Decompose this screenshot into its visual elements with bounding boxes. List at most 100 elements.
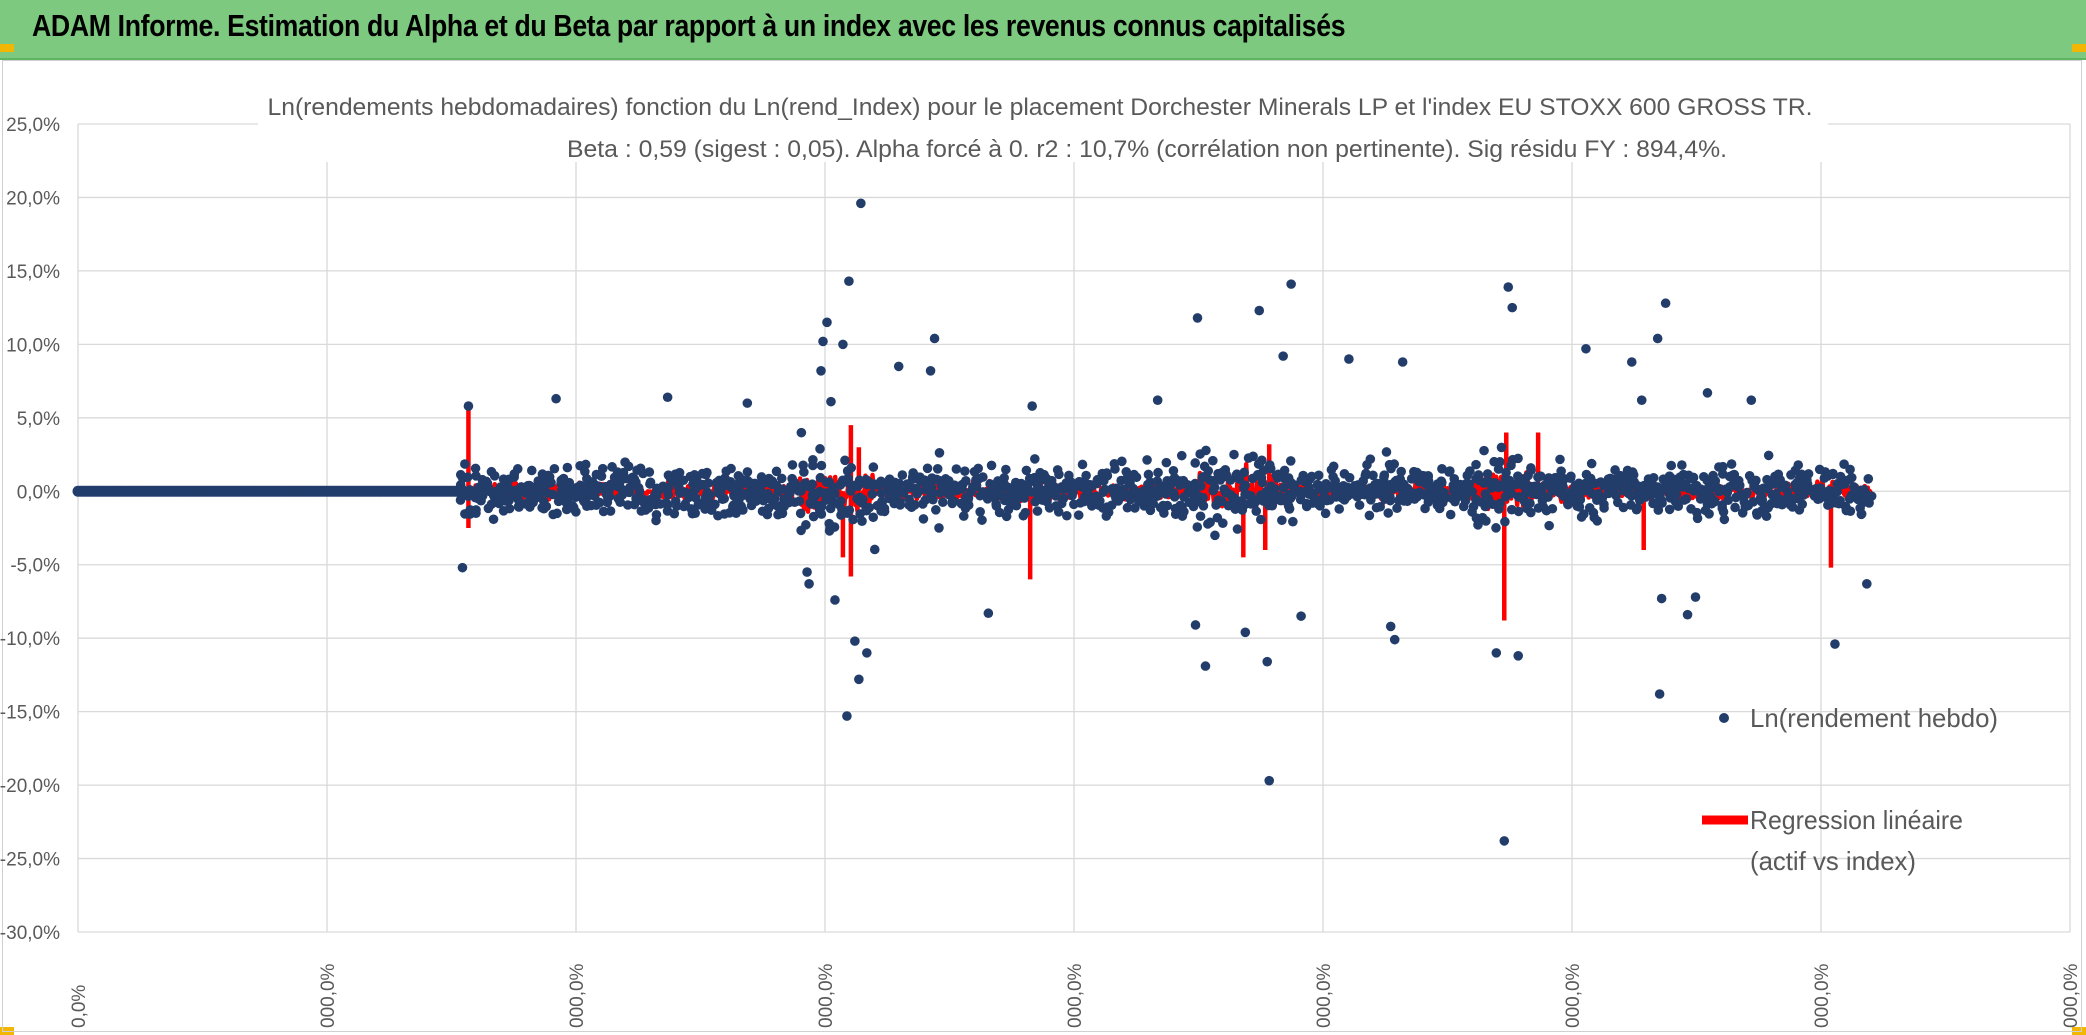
- data-point: [1648, 472, 1659, 483]
- data-point: [1777, 499, 1787, 510]
- data-point: [846, 462, 857, 473]
- data-point: [1681, 494, 1692, 504]
- data-point: [476, 495, 486, 506]
- data-point: [1586, 458, 1597, 469]
- data-point: [1265, 463, 1276, 474]
- data-point: [1482, 469, 1493, 479]
- data-point: [799, 467, 809, 477]
- data-point: [1702, 388, 1713, 398]
- data-point: [836, 496, 846, 506]
- y-tick-label: -25,0%: [0, 850, 60, 871]
- data-point: [934, 523, 944, 533]
- data-point: [1240, 480, 1251, 490]
- data-point: [975, 507, 985, 517]
- data-point: [1020, 507, 1031, 518]
- data-point: [674, 467, 685, 478]
- data-point: [457, 562, 468, 573]
- data-point: [931, 505, 941, 515]
- data-point: [844, 505, 855, 516]
- data-point: [662, 392, 673, 403]
- data-point: [1153, 467, 1163, 478]
- data-point: [1229, 449, 1239, 460]
- data-point: [1845, 464, 1855, 475]
- data-point: [1496, 442, 1507, 453]
- data-point: [829, 522, 840, 532]
- data-point: [1802, 479, 1813, 489]
- data-point: [938, 497, 948, 508]
- data-point: [1730, 502, 1740, 513]
- data-point: [1285, 456, 1296, 466]
- data-point: [1863, 474, 1874, 484]
- data-point: [512, 464, 523, 474]
- data-point: [1277, 515, 1287, 526]
- data-point: [1081, 470, 1091, 481]
- data-point: [1763, 450, 1774, 461]
- data-point: [1344, 472, 1355, 483]
- data-point: [1358, 476, 1368, 486]
- data-point: [840, 455, 850, 466]
- data-point: [1671, 489, 1682, 499]
- data-point: [862, 648, 872, 658]
- data-point: [1722, 487, 1733, 498]
- data-point: [1797, 499, 1808, 509]
- data-point: [1334, 504, 1345, 514]
- data-point: [1473, 520, 1483, 530]
- data-point: [844, 276, 854, 286]
- data-point: [1255, 514, 1266, 525]
- data-point: [1389, 634, 1400, 645]
- data-point: [1718, 461, 1728, 472]
- data-point: [999, 473, 1009, 483]
- data-point: [1198, 500, 1209, 511]
- data-point: [795, 508, 806, 519]
- data-point: [547, 489, 558, 500]
- data-point: [539, 503, 549, 514]
- data-point: [1445, 509, 1456, 520]
- data-point: [706, 505, 717, 516]
- chart-frame: [2, 60, 2082, 1032]
- data-point: [1493, 464, 1504, 474]
- data-point: [1480, 489, 1491, 499]
- data-point: [787, 460, 798, 470]
- data-point: [598, 506, 609, 517]
- data-point: [1845, 474, 1855, 485]
- data-point: [1385, 492, 1395, 502]
- data-point: [457, 484, 468, 495]
- data-point: [973, 463, 984, 474]
- data-point: [986, 460, 997, 471]
- data-point: [1513, 506, 1524, 517]
- data-point: [929, 333, 940, 344]
- data-point: [1209, 482, 1220, 493]
- data-point: [771, 466, 782, 477]
- data-point: [1019, 493, 1030, 503]
- data-point: [1828, 468, 1838, 479]
- data-point: [1504, 475, 1515, 486]
- y-tick-label: -5,0%: [10, 556, 60, 577]
- data-point: [789, 478, 800, 488]
- axis-labels: 25,0% 20,0% 15,0% 10,0% 5,0% 0,0% -5,0% -10,0% -…: [0, 115, 2082, 1028]
- data-point: [1087, 501, 1097, 511]
- data-point: [1177, 511, 1188, 521]
- data-point: [857, 516, 867, 526]
- data-point: [1507, 302, 1518, 313]
- data-point: [1131, 472, 1142, 483]
- data-point: [719, 493, 730, 504]
- data-point: [1636, 395, 1647, 405]
- data-point: [1618, 502, 1629, 513]
- chart-title: Ln(rendements hebdomadaires) fonction du…: [268, 94, 1813, 121]
- data-point: [1464, 479, 1475, 489]
- y-tick-label: 15,0%: [6, 262, 60, 283]
- x-tick-label: 000,0%: [567, 963, 588, 1028]
- data-point: [703, 478, 714, 488]
- data-point: [1254, 305, 1265, 316]
- data-point: [1526, 465, 1536, 475]
- data-point: [960, 466, 970, 476]
- data-point: [623, 461, 634, 472]
- data-point: [1423, 471, 1434, 482]
- data-point: [777, 484, 788, 494]
- data-point: [1856, 509, 1867, 519]
- data-point: [1575, 494, 1586, 505]
- data-point: [1195, 511, 1206, 522]
- data-point: [1576, 512, 1587, 522]
- data-point: [1101, 511, 1112, 521]
- data-point: [1278, 351, 1288, 361]
